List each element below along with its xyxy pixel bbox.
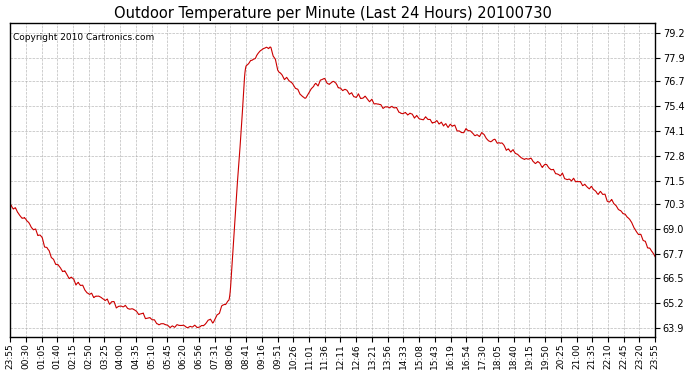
Text: Copyright 2010 Cartronics.com: Copyright 2010 Cartronics.com <box>13 33 155 42</box>
Title: Outdoor Temperature per Minute (Last 24 Hours) 20100730: Outdoor Temperature per Minute (Last 24 … <box>114 6 551 21</box>
